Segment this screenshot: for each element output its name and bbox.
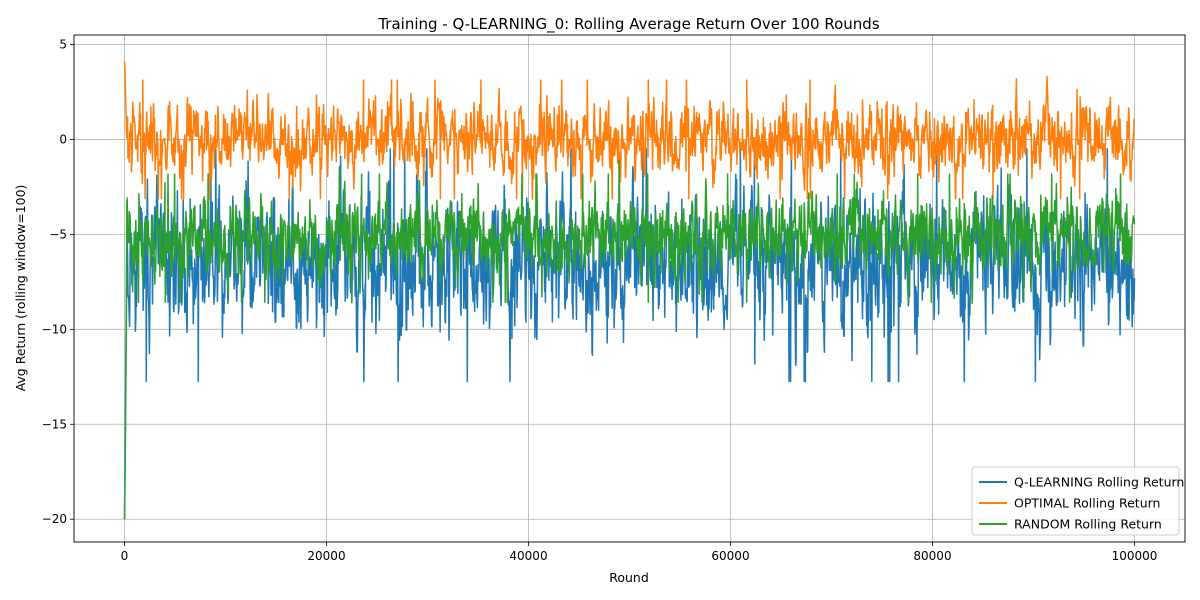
chart-title: Training - Q-LEARNING_0: Rolling Average… bbox=[377, 15, 879, 34]
x-tick-label: 60000 bbox=[711, 549, 749, 563]
legend-label-2: RANDOM Rolling Return bbox=[1014, 517, 1162, 532]
y-axis-label: Avg Return (rolling window=100) bbox=[13, 185, 28, 392]
legend-label-1: OPTIMAL Rolling Return bbox=[1014, 496, 1160, 511]
legend: Q-LEARNING Rolling Return OPTIMAL Rolling… bbox=[971, 466, 1184, 536]
x-tick-label: 40000 bbox=[509, 549, 547, 563]
x-tick-label: 80000 bbox=[913, 549, 951, 563]
y-tick-label: −10 bbox=[42, 322, 67, 336]
series-line-2 bbox=[123, 159, 1136, 520]
x-tick-label: 100000 bbox=[1112, 549, 1158, 563]
series-line-1 bbox=[123, 61, 1136, 200]
y-tick-label: −15 bbox=[42, 417, 67, 431]
x-axis-label: Round bbox=[609, 570, 649, 585]
y-tick-label: −20 bbox=[42, 512, 67, 526]
x-tick-label: 0 bbox=[121, 549, 129, 563]
y-tick-label: 0 bbox=[59, 132, 67, 146]
plot-frame bbox=[73, 34, 1186, 543]
tick-layer: 0 20000 40000 60000 80000 100000 5 0 −5 −10 −15 −20 bbox=[42, 37, 1158, 563]
y-tick-label: 5 bbox=[59, 37, 67, 51]
legend-box bbox=[971, 466, 1180, 536]
series-layer bbox=[123, 61, 1136, 520]
legend-label-0: Q-LEARNING Rolling Return bbox=[1014, 475, 1184, 490]
x-tick-label: 20000 bbox=[307, 549, 345, 563]
y-tick-label: −5 bbox=[49, 227, 67, 241]
